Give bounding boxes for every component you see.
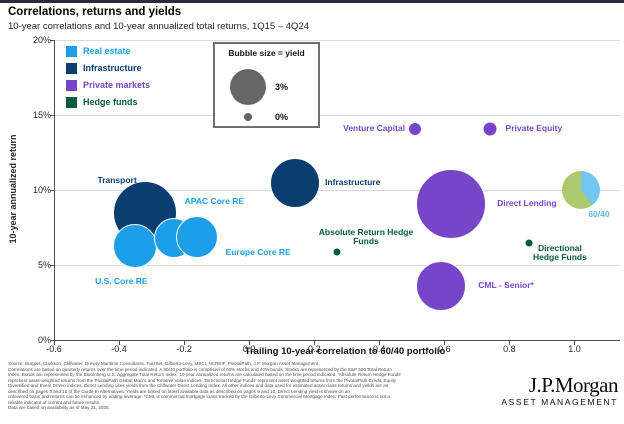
top-rule bbox=[0, 0, 624, 3]
jpmorgan-logo-division: ASSET MANAGEMENT bbox=[501, 397, 618, 407]
y-tick-label-15%: 15% bbox=[32, 110, 51, 120]
x-tick-0.6 bbox=[444, 341, 446, 345]
bubble-infrastructure bbox=[269, 157, 320, 208]
x-tick-label-0.2: 0.2 bbox=[307, 344, 321, 354]
bubble-venture-capital bbox=[408, 121, 423, 136]
footnote-line-8: reliable indicator of current and future… bbox=[8, 399, 101, 405]
bubble-label-directional-hedge-funds: Directional Hedge Funds bbox=[532, 242, 587, 263]
y-axis-label: 10-year annualized return bbox=[8, 134, 18, 244]
y-tick-0% bbox=[50, 340, 54, 341]
x-tick-0.2 bbox=[314, 341, 316, 345]
bubble-label-private-equity: Private Equity bbox=[505, 122, 563, 133]
bubble-label-venture-capital: Venture Capital bbox=[343, 122, 406, 133]
footnote-line-9: Data are based on availability as of May… bbox=[8, 405, 110, 410]
x-tick--0.2 bbox=[184, 341, 186, 345]
y-tick-label-0%: 0% bbox=[37, 335, 51, 345]
jpmorgan-logo-name: J.P.Morgan bbox=[528, 373, 619, 397]
y-tick-label-5%: 5% bbox=[37, 260, 51, 270]
chart-title: Correlations, returns and yields bbox=[8, 6, 182, 18]
legend-item-hedge_funds: Hedge funds bbox=[66, 96, 150, 108]
x-tick-label--0.4: -0.4 bbox=[111, 344, 127, 354]
footnote-line-2: Correlations are based on quarterly retu… bbox=[8, 366, 392, 372]
bubble-label-apac-core-re: APAC Core RE bbox=[184, 196, 245, 207]
footnote-line-4: represent asset-weighted returns from th… bbox=[8, 377, 397, 383]
bubble-private-equity bbox=[482, 121, 498, 136]
bubble-direct-lending bbox=[415, 168, 486, 239]
bubble-directional-hedge-funds bbox=[524, 238, 534, 247]
footnote-line-3: Index. Bonds are represented by the Bloo… bbox=[8, 372, 402, 377]
y-axis-line bbox=[54, 40, 55, 340]
gridline-5 bbox=[55, 265, 620, 266]
footnote-line-7: unlevered basis and returns can be enhan… bbox=[8, 394, 391, 399]
legend-label-hedge_funds: Hedge funds bbox=[83, 96, 138, 107]
legend-item-real_estate: Real estate bbox=[66, 45, 150, 57]
x-tick-label-0.4: 0.4 bbox=[373, 344, 386, 354]
x-axis-label: Trailing 10-year correlation to 60/40 po… bbox=[244, 346, 446, 357]
x-tick-0.8 bbox=[509, 341, 511, 345]
bubble-europe-core-re bbox=[176, 215, 219, 258]
bubble-cml-senior bbox=[416, 261, 467, 311]
y-tick-5% bbox=[50, 265, 54, 266]
footnote-line-5: Diversified and Event Driven indices. Di… bbox=[8, 383, 389, 388]
footnote: Source: Burgiss, Clarkson, Cliffwater, D… bbox=[8, 361, 504, 411]
bubble-label-direct-lending: Direct Lending bbox=[497, 197, 557, 208]
bubble-label-europe-core-re: Europe Core RE bbox=[225, 246, 291, 257]
bubble-label-infrastructure: Infrastructure bbox=[325, 176, 381, 187]
legend-label-private_markets: Private markets bbox=[83, 79, 151, 90]
x-tick-label-1.0: 1.0 bbox=[568, 344, 581, 354]
y-tick-label-20%: 20% bbox=[32, 35, 51, 45]
x-tick--0.4 bbox=[119, 341, 121, 345]
jpmorgan-logo: J.P.Morgan ASSET MANAGEMENT bbox=[501, 374, 618, 407]
x-tick-label--0.2: -0.2 bbox=[176, 344, 192, 354]
legend: Real estate Infrastructure Private markets… bbox=[66, 45, 150, 113]
gridline-20 bbox=[55, 40, 620, 41]
benchmark-label-60-40-portfolio: 60/40 bbox=[588, 209, 610, 220]
bubble-label-transport: Transport bbox=[97, 174, 137, 185]
bubble-absolute-return-hedge-funds bbox=[332, 247, 342, 256]
y-tick-20% bbox=[50, 40, 54, 41]
bubble-us-core-re bbox=[113, 223, 158, 268]
footnote-line-1: Source: Burgiss, Clarkson, Cliffwater, D… bbox=[8, 361, 320, 366]
y-tick-15% bbox=[50, 115, 54, 116]
x-tick-0.4 bbox=[379, 341, 381, 345]
legend-label-real_estate: Real estate bbox=[83, 45, 131, 56]
bubble-size-large-circle bbox=[230, 69, 266, 105]
bubble-size-small-label: 0% bbox=[275, 112, 289, 122]
bubble-size-legend-title: Bubble size = yield bbox=[228, 48, 305, 58]
x-axis-line bbox=[54, 340, 620, 341]
legend-item-infrastructure: Infrastructure bbox=[66, 62, 150, 74]
benchmark-pie-60-40-portfolio bbox=[561, 171, 600, 209]
x-tick-label-0.8: 0.8 bbox=[503, 344, 516, 354]
x-tick--0.6 bbox=[54, 341, 55, 345]
x-tick-1.0 bbox=[574, 341, 576, 345]
bubble-label-us-core-re: U.S. Core RE bbox=[95, 275, 148, 286]
x-tick-label--0.6: -0.6 bbox=[46, 344, 62, 354]
bubble-label-absolute-return-hedge-funds: Absolute Return Hedge Funds bbox=[318, 226, 414, 247]
private_markets-swatch bbox=[66, 79, 77, 91]
hedge_funds-swatch bbox=[66, 96, 77, 108]
legend-label-infrastructure: Infrastructure bbox=[83, 62, 142, 73]
gridline-15 bbox=[55, 115, 620, 116]
bubble-label-cml-senior: CML - Senior* bbox=[478, 280, 534, 291]
legend-item-private_markets: Private markets bbox=[66, 79, 150, 91]
bubble-size-large-label: 3% bbox=[275, 82, 289, 92]
footnote-line-6: described on pages 9 and 10 of the Guide… bbox=[8, 388, 350, 394]
x-tick-label-0.6: 0.6 bbox=[438, 344, 451, 354]
infrastructure-swatch bbox=[66, 62, 77, 74]
bubble-size-small-circle bbox=[244, 113, 252, 121]
gridline-10 bbox=[55, 190, 620, 191]
real_estate-swatch bbox=[66, 45, 77, 57]
bubble-size-legend: Bubble size = yield 3% 0% bbox=[213, 42, 320, 128]
chart-subtitle: 10-year correlations and 10-year annuali… bbox=[8, 21, 310, 32]
y-tick-10% bbox=[50, 190, 54, 191]
x-tick-0.0 bbox=[249, 341, 251, 345]
y-tick-label-10%: 10% bbox=[32, 185, 51, 195]
x-tick-label-0.0: 0.0 bbox=[242, 344, 256, 354]
